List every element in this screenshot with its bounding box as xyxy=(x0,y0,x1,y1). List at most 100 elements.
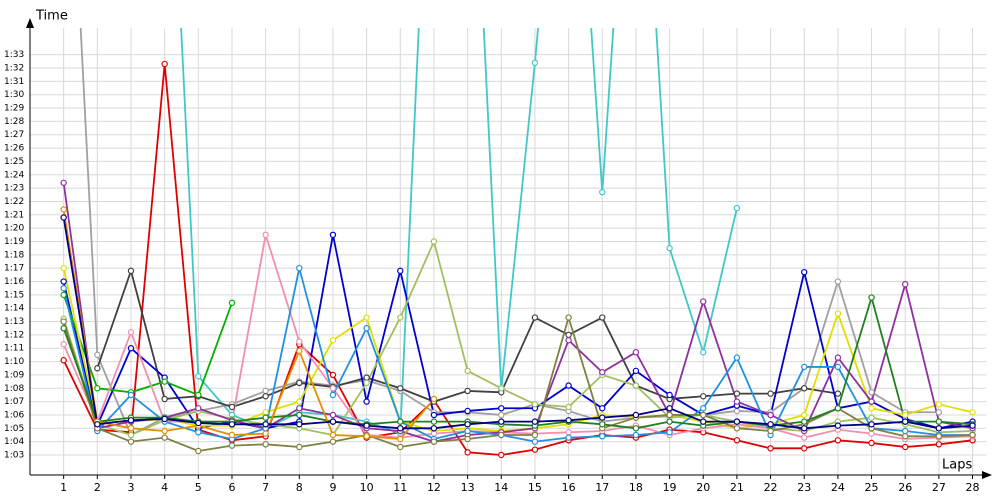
data-point xyxy=(363,374,370,381)
data-point xyxy=(195,419,202,427)
data-point xyxy=(363,314,370,321)
data-point xyxy=(397,385,404,392)
y-tick-label: 1:07 xyxy=(4,397,24,407)
data-point xyxy=(801,425,808,432)
y-tick-label: 1:22 xyxy=(4,197,24,207)
data-point xyxy=(733,425,741,432)
data-point xyxy=(733,407,741,415)
data-point xyxy=(262,393,269,400)
data-point xyxy=(700,418,707,425)
data-point xyxy=(801,434,808,441)
data-point xyxy=(161,434,168,441)
data-point xyxy=(868,398,875,405)
x-tick-label: 1 xyxy=(60,481,67,494)
data-point xyxy=(296,264,303,272)
data-point xyxy=(329,371,337,379)
y-tick-label: 1:21 xyxy=(4,210,24,220)
series-line xyxy=(62,267,973,443)
x-tick-label: 23 xyxy=(797,481,811,494)
data-point xyxy=(195,447,202,455)
data-point xyxy=(902,418,909,425)
data-point xyxy=(60,264,67,272)
series-line xyxy=(62,182,973,443)
data-point xyxy=(296,405,303,412)
data-point xyxy=(296,347,303,355)
y-tick-label: 1:20 xyxy=(4,224,24,234)
data-point xyxy=(60,341,67,348)
y-tick-label: 1:06 xyxy=(4,410,24,420)
data-point xyxy=(599,421,606,428)
data-point xyxy=(868,405,875,412)
data-point xyxy=(127,267,135,275)
series-line xyxy=(62,314,973,452)
x-tick-label: 19 xyxy=(663,481,677,494)
data-point xyxy=(801,268,808,276)
data-point xyxy=(464,367,471,375)
data-point xyxy=(767,427,774,435)
y-tick-label: 1:17 xyxy=(4,264,24,274)
data-point xyxy=(60,357,67,364)
data-point xyxy=(397,418,404,425)
data-point xyxy=(565,434,572,441)
data-point xyxy=(599,369,606,376)
data-point xyxy=(262,231,269,239)
data-point xyxy=(531,401,539,408)
x-tick-label: 5 xyxy=(195,481,202,494)
data-point xyxy=(733,398,741,405)
data-point xyxy=(565,382,572,389)
y-tick-label: 1:11 xyxy=(4,344,24,354)
data-point xyxy=(329,337,337,344)
y-tick-label: 1:18 xyxy=(4,250,24,260)
data-point xyxy=(700,411,707,419)
data-point xyxy=(397,443,404,451)
x-tick-label: 14 xyxy=(494,481,508,494)
data-point xyxy=(430,411,438,419)
data-point xyxy=(161,415,168,423)
y-tick-label: 1:14 xyxy=(4,304,24,314)
data-point xyxy=(127,425,135,432)
data-point xyxy=(329,431,337,439)
data-point xyxy=(498,451,505,459)
data-point xyxy=(228,431,236,439)
data-point xyxy=(767,390,774,397)
x-tick-label: 18 xyxy=(629,481,643,494)
data-point xyxy=(498,405,505,412)
data-point xyxy=(834,390,842,397)
x-tick-label: 7 xyxy=(262,481,269,494)
data-point xyxy=(599,433,606,440)
y-tick-label: 1:30 xyxy=(4,90,24,100)
data-point xyxy=(195,405,202,412)
data-point xyxy=(733,390,741,397)
y-tick-label: 1:31 xyxy=(4,77,24,87)
data-point xyxy=(969,431,976,439)
data-point xyxy=(834,437,842,444)
data-point xyxy=(834,354,842,361)
data-point xyxy=(94,421,101,428)
data-point xyxy=(363,325,370,332)
data-point xyxy=(127,417,135,424)
y-tick-label: 1:27 xyxy=(4,130,24,140)
data-point xyxy=(262,430,269,437)
data-point xyxy=(666,244,673,252)
data-point xyxy=(935,401,943,408)
x-tick-label: 9 xyxy=(329,481,336,494)
y-tick-label: 1:10 xyxy=(4,357,24,367)
data-point xyxy=(599,314,606,321)
x-tick-label: 3 xyxy=(127,481,134,494)
x-tick-label: 22 xyxy=(764,481,778,494)
x-tick-label: 28 xyxy=(966,481,980,494)
data-point xyxy=(565,417,572,424)
x-tick-label: 24 xyxy=(831,481,845,494)
data-point xyxy=(868,421,875,428)
data-point xyxy=(700,393,707,400)
data-point xyxy=(430,430,438,437)
data-point xyxy=(296,443,303,451)
x-tick-label: 17 xyxy=(595,481,609,494)
data-point xyxy=(127,391,135,399)
data-point xyxy=(565,403,572,411)
data-point xyxy=(363,422,370,429)
data-point xyxy=(801,418,808,425)
series-line xyxy=(62,294,973,430)
data-point xyxy=(868,430,875,437)
data-point xyxy=(161,60,168,68)
